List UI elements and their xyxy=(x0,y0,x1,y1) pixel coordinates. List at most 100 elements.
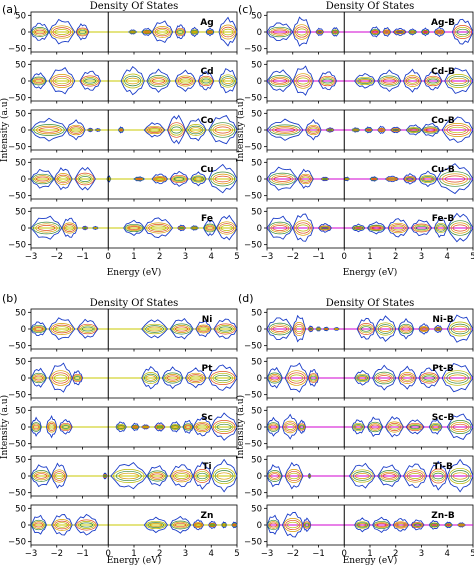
dos-core xyxy=(272,29,288,35)
dos-envelope xyxy=(75,23,90,41)
series-label-Cu-B: Cu-B xyxy=(431,165,455,175)
dos-core xyxy=(383,30,390,34)
dos-core xyxy=(77,521,95,529)
dos-core xyxy=(177,226,186,230)
dos-envelope xyxy=(322,326,330,332)
dos-core xyxy=(212,124,234,136)
dos-envelope xyxy=(218,68,238,94)
dos-envelope xyxy=(317,222,332,233)
dos-core xyxy=(59,422,72,432)
dos-core xyxy=(33,471,49,481)
dos-core xyxy=(179,78,192,84)
dos-core xyxy=(354,425,363,429)
dos-core xyxy=(145,325,164,333)
dos-core xyxy=(201,78,211,84)
y-tick-label: −50 xyxy=(244,440,262,450)
dos-core xyxy=(423,375,436,381)
subplot-Ni-B: Ni-B 50 0 −50 xyxy=(244,308,474,352)
dos-envelope xyxy=(408,28,417,36)
x-tick-label: 5 xyxy=(470,549,474,559)
dos-core xyxy=(420,372,439,384)
dos-core xyxy=(426,77,440,85)
x-axis-label: Energy (eV) xyxy=(107,555,162,566)
series-label-Zn: Zn xyxy=(201,511,214,521)
dos-core xyxy=(382,78,397,84)
dos-core xyxy=(195,423,209,431)
dos-envelope xyxy=(210,412,238,441)
dos-core xyxy=(210,371,236,385)
dos-core xyxy=(33,221,60,235)
dos-core xyxy=(215,323,236,335)
dos-envelope xyxy=(79,70,101,91)
dos-core xyxy=(200,77,212,85)
dos-core xyxy=(31,76,46,86)
x-tick-label: −1 xyxy=(312,252,325,262)
dos-core xyxy=(210,523,215,527)
dos-core xyxy=(285,519,301,531)
dos-core xyxy=(434,222,447,234)
dos-envelope xyxy=(51,514,73,536)
y-axis-label: Intensity (a.u) xyxy=(235,98,246,162)
dos-core xyxy=(301,176,311,182)
dos-core xyxy=(287,470,301,482)
dos-envelope xyxy=(266,366,283,389)
dos-core xyxy=(32,423,41,431)
dos-core xyxy=(368,224,385,232)
y-tick-label: −50 xyxy=(8,241,26,251)
dos-core xyxy=(298,424,305,430)
dos-core xyxy=(219,223,235,233)
dos-core xyxy=(47,423,56,431)
y-axis-label: Intensity (a.u) xyxy=(235,395,246,459)
y-tick-label: 0 xyxy=(257,28,262,38)
dos-core xyxy=(267,372,282,384)
dos-envelope xyxy=(433,325,443,333)
dos-core xyxy=(33,28,47,36)
dos-core xyxy=(409,30,416,34)
y-tick-label: −50 xyxy=(244,241,262,251)
dos-core xyxy=(270,324,290,334)
series-label-Cd: Cd xyxy=(200,67,213,77)
dos-core xyxy=(407,422,424,432)
dos-core xyxy=(400,373,414,383)
dos-core xyxy=(219,24,237,40)
dos-core xyxy=(446,372,469,384)
dos-core xyxy=(370,424,380,430)
y-tick-label: 50 xyxy=(15,455,26,465)
x-tick-label: −1 xyxy=(312,549,325,559)
dos-core xyxy=(371,178,377,180)
dos-core xyxy=(143,30,151,34)
chart-title: Density Of States xyxy=(326,298,415,309)
dos-core xyxy=(145,520,167,530)
dos-core xyxy=(68,124,85,136)
dos-core xyxy=(57,176,69,182)
x-tick-label: 5 xyxy=(470,252,474,262)
chart-title: Density Of States xyxy=(90,1,179,12)
dos-core xyxy=(222,78,234,84)
dos-core xyxy=(156,425,163,429)
dos-core xyxy=(353,424,364,430)
dos-core xyxy=(54,326,70,332)
dos-core xyxy=(431,425,440,429)
x-tick-label: 3 xyxy=(419,252,424,262)
dos-core xyxy=(307,126,320,134)
dos-core xyxy=(77,174,93,184)
dos-core xyxy=(365,128,372,132)
dos-panel-group-1: Density Of States(c)Ag-B500−50Cd-B500−50… xyxy=(235,1,474,278)
dos-core xyxy=(390,224,406,232)
dos-core xyxy=(32,521,45,529)
dos-core xyxy=(32,470,51,482)
dos-envelope xyxy=(292,65,314,96)
dos-envelope xyxy=(190,171,207,187)
dos-envelope xyxy=(325,127,335,133)
dos-envelope xyxy=(141,424,151,430)
dos-envelope xyxy=(184,118,207,142)
dos-core xyxy=(207,30,213,34)
series-label-Fe: Fe xyxy=(201,214,213,224)
dos-core xyxy=(370,29,380,35)
dos-core xyxy=(35,223,58,233)
dos-envelope xyxy=(208,114,238,145)
dos-core xyxy=(429,422,442,432)
dos-core xyxy=(288,372,306,384)
dos-core xyxy=(206,30,214,34)
subplot-Sc: Sc 50 0 −50 xyxy=(8,406,238,450)
